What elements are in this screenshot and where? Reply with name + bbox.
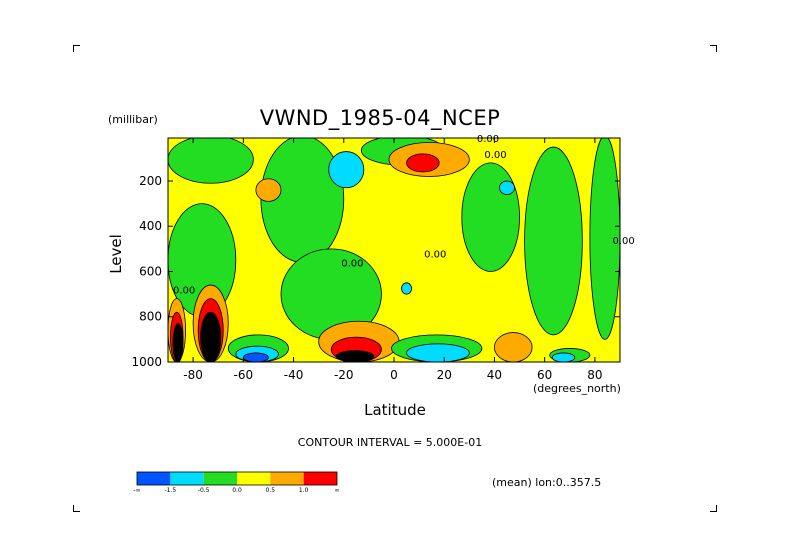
legend-swatch <box>270 472 304 485</box>
y-tick-label: 800 <box>139 310 162 324</box>
contour-region <box>200 311 222 362</box>
contour-region <box>335 350 375 362</box>
x-tick-label: -20 <box>334 368 354 382</box>
contour-region <box>406 343 470 362</box>
x-tick-label: -40 <box>284 368 304 382</box>
averaging-annotation: (mean) lon:0..357.5 <box>492 476 602 489</box>
x-axis-units: (degrees_north) <box>533 382 621 395</box>
y-tick-label: 200 <box>139 174 162 188</box>
legend-boundary-label: 0.5 <box>266 487 276 494</box>
legend-boundary-label: -0.5 <box>198 487 210 494</box>
x-tick-label: 40 <box>487 368 502 382</box>
contour-interval-text: CONTOUR INTERVAL = 5.000E-01 <box>297 436 483 449</box>
contour-label: 0.00 <box>424 249 446 260</box>
corner-mark-top-left <box>73 45 80 52</box>
corner-mark-bottom-left <box>73 505 80 512</box>
legend-boundary-label: -1.5 <box>164 487 176 494</box>
contour-label: 0.00 <box>341 258 363 269</box>
x-tick-label: 60 <box>537 368 552 382</box>
x-tick-label: 0 <box>390 368 398 382</box>
contour-region <box>172 323 184 362</box>
legend-frame <box>136 471 338 486</box>
contour-region <box>499 180 515 195</box>
contour-region <box>494 332 533 362</box>
x-tick-label: -60 <box>234 368 254 382</box>
contour-region <box>168 138 254 184</box>
legend-boundary-label: 1.0 <box>299 487 309 494</box>
x-axis-label: Latitude <box>364 401 426 419</box>
x-tick-label: 80 <box>587 368 602 382</box>
contour-region <box>242 352 269 362</box>
contour-region <box>255 178 282 202</box>
contour-label: 0.00 <box>612 236 634 247</box>
contour-region <box>551 352 576 362</box>
y-tick-label: 600 <box>139 264 162 278</box>
legend-boundary-label: ∞ <box>335 487 340 494</box>
legend-swatch <box>137 472 171 485</box>
corner-mark-top-right <box>710 45 717 52</box>
contour-region <box>524 146 583 336</box>
legend-swatch <box>237 472 271 485</box>
legend-boundary-label: 0.0 <box>232 487 242 494</box>
chart-title: VWND_1985-04_NCEP <box>259 106 501 130</box>
corner-mark-bottom-right <box>710 505 717 512</box>
y-tick-label: 1000 <box>131 355 162 369</box>
x-tick-label: -80 <box>183 368 203 382</box>
y-tick-label: 400 <box>139 219 162 233</box>
contour-label: 0.00 <box>477 134 499 145</box>
legend-boundary-label: -∞ <box>133 487 140 494</box>
contour-region <box>406 153 440 173</box>
legend-swatch <box>170 472 204 485</box>
contour-region <box>328 151 365 189</box>
contour-region <box>589 138 620 340</box>
contour-field <box>168 138 620 362</box>
contour-label: 0.00 <box>484 150 506 161</box>
y-axis-units: (millibar) <box>108 113 158 126</box>
x-tick-label: 20 <box>437 368 452 382</box>
legend-swatch <box>303 472 337 485</box>
contour-region <box>461 162 520 272</box>
contour-region <box>401 282 412 295</box>
contour-label: 0.00 <box>173 286 195 297</box>
legend-swatch <box>203 472 237 485</box>
